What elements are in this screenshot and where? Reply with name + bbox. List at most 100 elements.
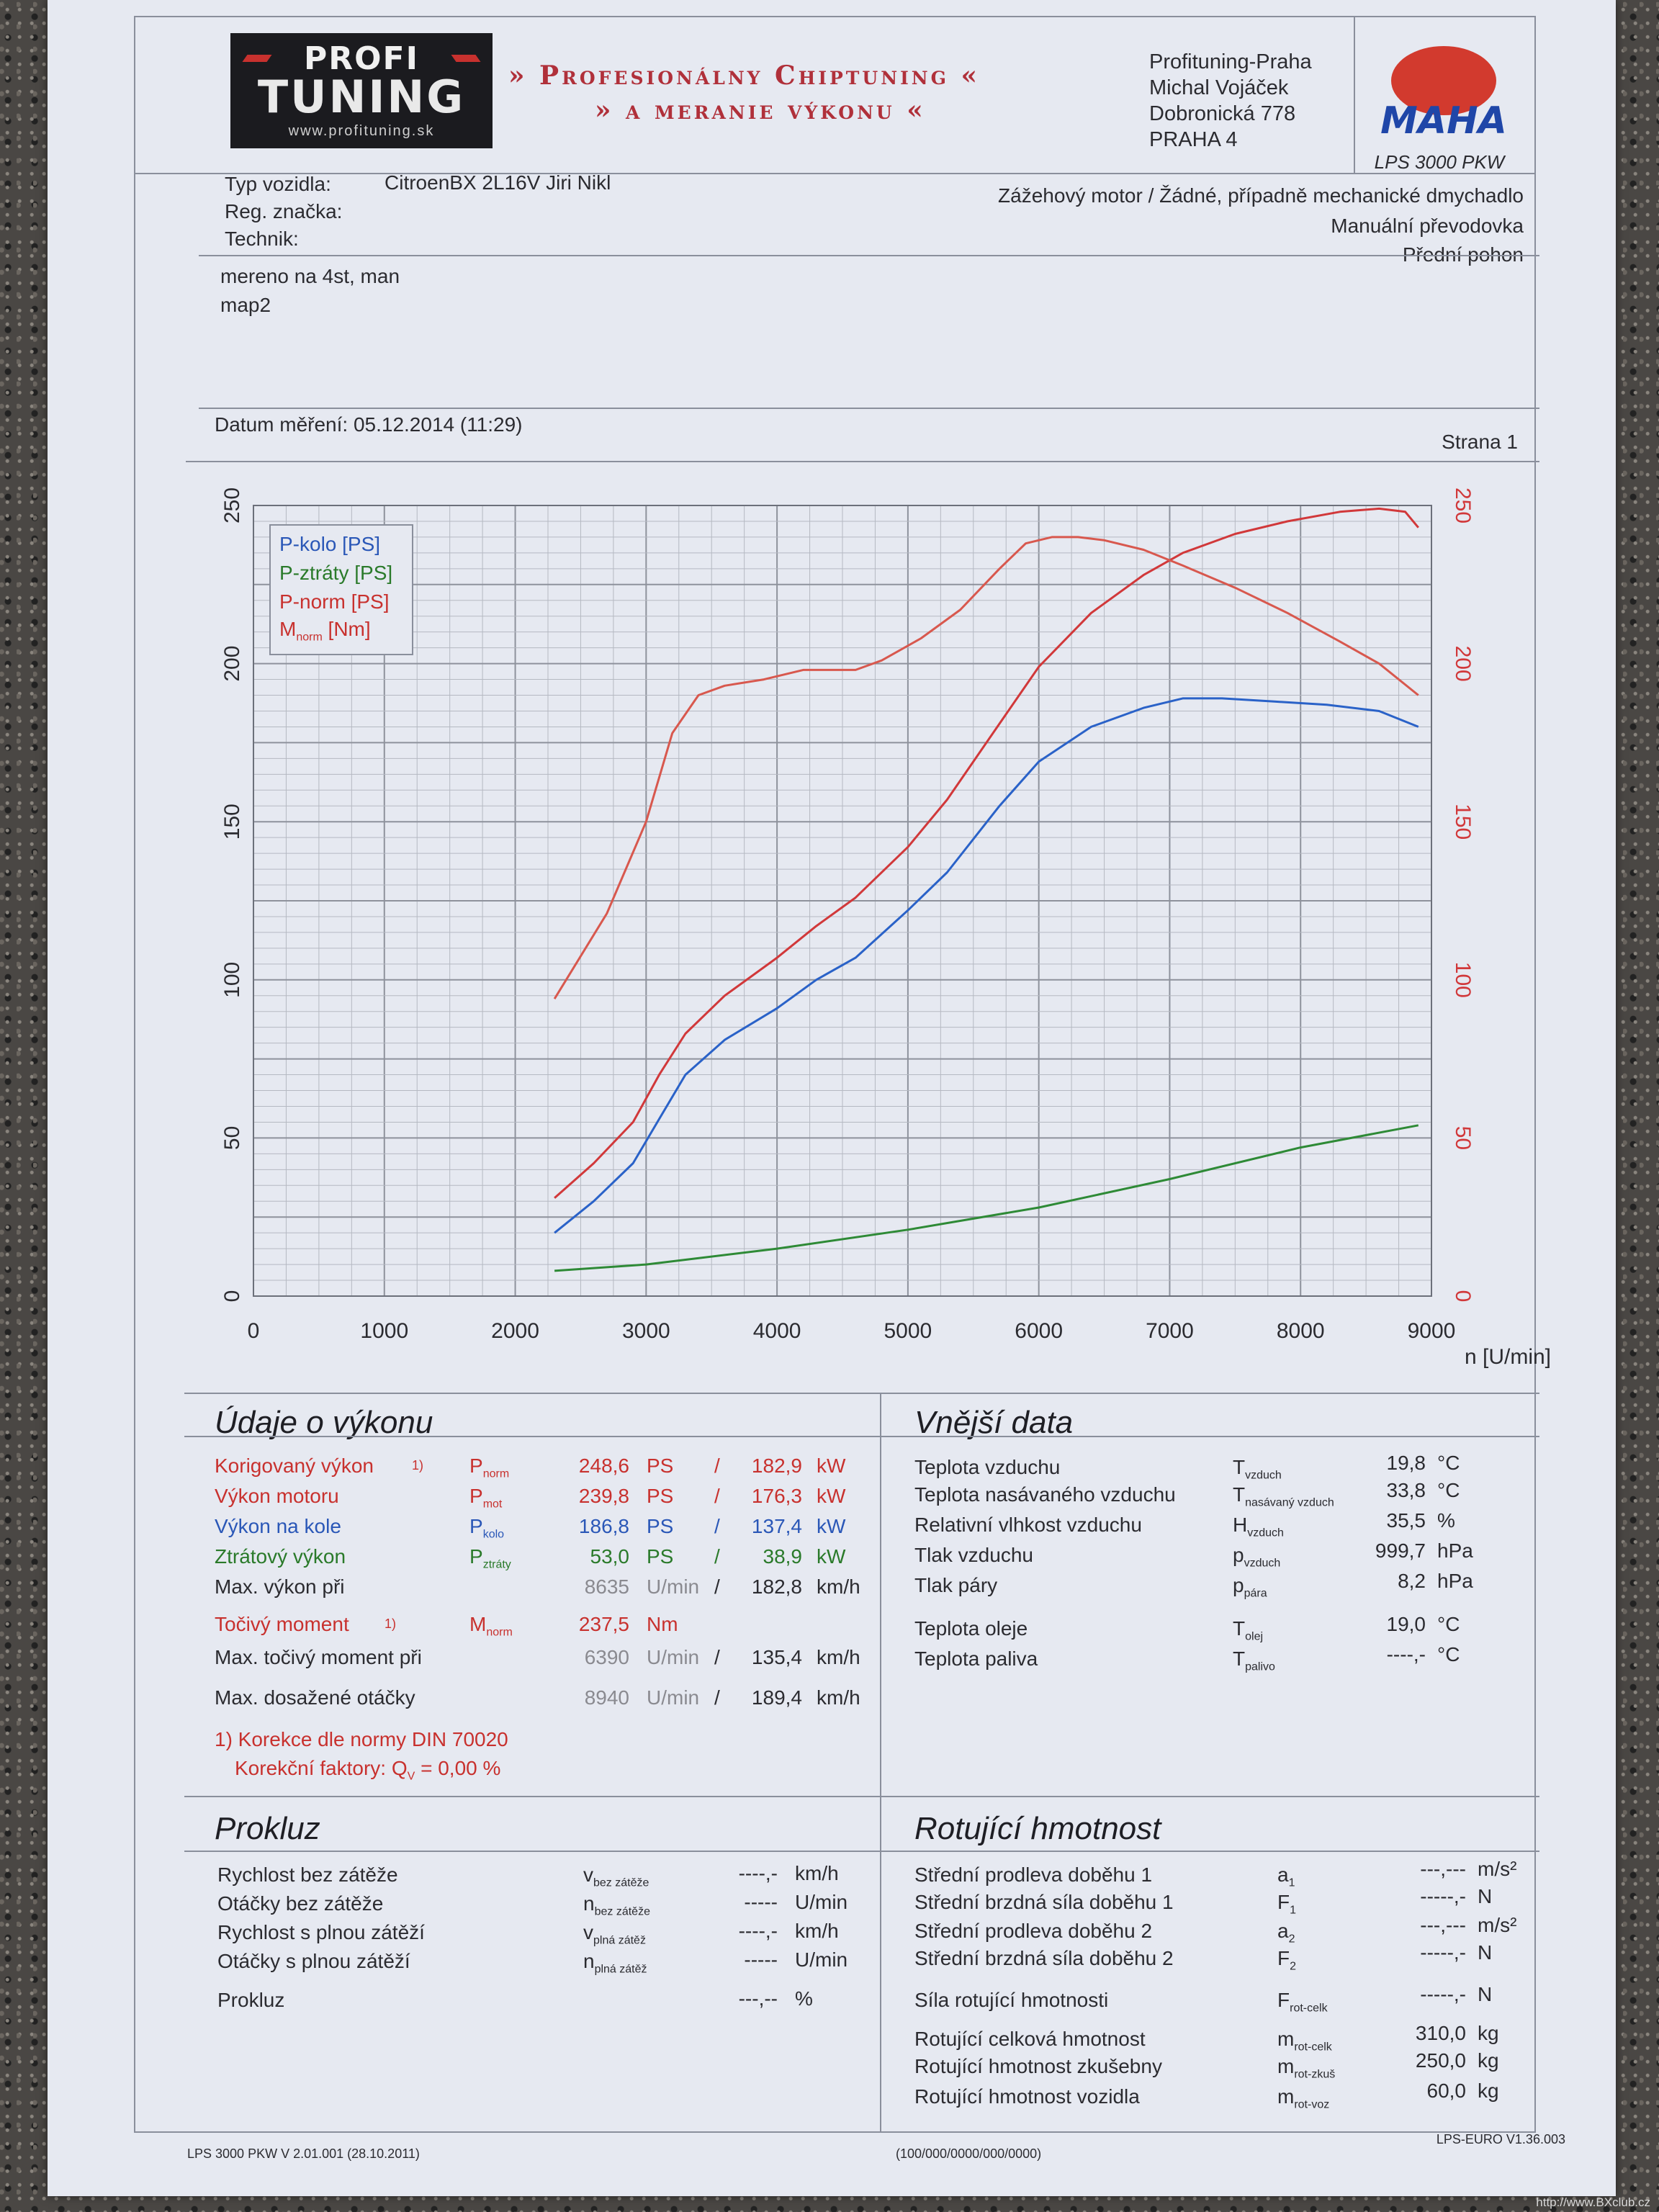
rotating-label: Síla rotující hmotnosti — [914, 1989, 1109, 2011]
external-value: 8,2 — [1398, 1570, 1426, 1592]
perf-value-kw: 182,9 — [751, 1455, 802, 1477]
section-divider — [880, 1393, 881, 1796]
maha-model: LPS 3000 PKW — [1374, 151, 1505, 173]
external-symbol: Tnasávaný vzduch — [1233, 1483, 1334, 1509]
perf-symbol: Pkolo — [469, 1515, 505, 1541]
header-divider — [1354, 16, 1355, 174]
slip-label: Rychlost bez zátěže — [217, 1863, 398, 1886]
y-right-tick-label: 0 — [1451, 1290, 1475, 1303]
slip-unit: U/min — [795, 1891, 848, 1913]
perf-separator: / — [714, 1575, 720, 1598]
external-value: 33,8 — [1386, 1479, 1426, 1501]
rotating-symbol: F2 — [1277, 1947, 1297, 1973]
external-value: 35,5 — [1386, 1509, 1426, 1532]
perf-unit-kw: kW — [817, 1515, 846, 1537]
perf-label: Výkon na kole — [215, 1515, 341, 1537]
banner-line-2: » a meranie výkonu « — [595, 95, 926, 125]
legend-item: P-ztráty [PS] — [279, 562, 393, 584]
y-right-tick-label: 100 — [1451, 962, 1475, 998]
note-line: mereno na 4st, man — [220, 265, 400, 287]
x-tick-label: 7000 — [1146, 1319, 1194, 1343]
y-left-tick-label: 150 — [220, 804, 244, 840]
perf-max-label: Max. točivý moment při — [215, 1646, 422, 1668]
y-right-tick-label: 200 — [1451, 646, 1475, 682]
rotating-label: Střední brzdná síla doběhu 1 — [914, 1891, 1174, 1913]
torque-label: Točivý moment — [215, 1613, 349, 1635]
vehicle-bottom-line — [199, 255, 1539, 256]
rotating-symbol: mrot-zkuš — [1277, 2055, 1336, 2081]
perf-label: Max. výkon při — [215, 1575, 345, 1598]
x-tick-label: 4000 — [753, 1319, 801, 1343]
x-tick-label: 3000 — [622, 1319, 670, 1343]
slip-unit: % — [795, 1987, 813, 2010]
external-label: Teplota oleje — [914, 1617, 1028, 1640]
lower-section-line — [184, 1796, 1539, 1797]
series-line-1 — [554, 1124, 1419, 1272]
perf-value-kw: 176,3 — [751, 1485, 802, 1507]
external-value: 19,8 — [1386, 1452, 1426, 1474]
perf-value-kw: 38,9 — [763, 1545, 803, 1568]
torque-symbol: Mnorm — [469, 1613, 513, 1639]
section-title-rotating: Rotující hmotnost — [914, 1811, 1161, 1846]
perf-unit-ps: PS — [647, 1515, 674, 1537]
perf-value-ps: 248,6 — [578, 1455, 629, 1477]
external-unit: °C — [1437, 1452, 1460, 1474]
external-unit: °C — [1437, 1613, 1460, 1635]
rotating-value: 310,0 — [1415, 2022, 1466, 2044]
perf-unit-kw: kW — [817, 1485, 846, 1507]
rotating-symbol: a2 — [1277, 1920, 1295, 1946]
rotating-unit: N — [1478, 1983, 1493, 2005]
perf-unit-ps: PS — [647, 1455, 674, 1477]
y-right-tick-label: 150 — [1451, 804, 1475, 840]
external-value: ----,- — [1386, 1643, 1426, 1665]
banner-line-1: » Profesionálny Chiptuning « — [508, 60, 980, 91]
rotating-symbol: F1 — [1277, 1891, 1297, 1917]
note-line: map2 — [220, 294, 271, 316]
slip-unit: km/h — [795, 1920, 839, 1942]
company-line: PRAHA 4 — [1149, 128, 1238, 151]
slip-value: ---,-- — [738, 1987, 778, 2010]
logo-url-text: www.profituning.sk — [288, 123, 435, 139]
plot-area-border — [253, 505, 1432, 1297]
perf-value-kw: 182,8 — [751, 1575, 802, 1598]
header-bottom-line — [134, 173, 1536, 174]
footer-software-version: LPS 3000 PKW V 2.01.001 (28.10.2011) — [187, 2146, 420, 2161]
rotating-label: Rotující hmotnost vozidla — [914, 2085, 1140, 2108]
logo-top-text: PROFI — [304, 40, 419, 77]
y-left-tick-label: 100 — [220, 962, 244, 998]
external-label: Teplota vzduchu — [914, 1456, 1061, 1478]
external-unit: hPa — [1437, 1570, 1473, 1592]
section-title-external: Vnější data — [914, 1405, 1074, 1440]
perf-unit-ps: PS — [647, 1545, 674, 1568]
perf-value-ps: 186,8 — [578, 1515, 629, 1537]
torque-unit: Nm — [647, 1613, 678, 1635]
x-tick-label: 9000 — [1408, 1319, 1456, 1343]
rotating-symbol: mrot-celk — [1277, 2028, 1332, 2054]
slip-unit: km/h — [795, 1862, 839, 1884]
slip-symbol: nplná zátěž — [583, 1950, 647, 1976]
legend-item-torque: Mnorm [Nm] — [279, 618, 371, 644]
perf-value-ps: 239,8 — [578, 1485, 629, 1507]
drive-type: Přední pohon — [1402, 243, 1524, 266]
section-title-slip: Prokluz — [215, 1811, 320, 1846]
slip-label: Otáčky s plnou zátěží — [217, 1950, 410, 1972]
rotating-unit: N — [1478, 1941, 1493, 1964]
slip-value: ----,- — [738, 1920, 778, 1942]
notes-bottom-line — [199, 408, 1539, 409]
external-symbol: ppára — [1233, 1574, 1267, 1600]
perf-max-rpm-unit: U/min — [647, 1646, 700, 1668]
legend-item: P-norm [PS] — [279, 590, 390, 613]
perf-unit-kw: kW — [817, 1545, 846, 1568]
perf-separator: / — [714, 1646, 720, 1668]
rotating-label: Střední brzdná síla doběhu 2 — [914, 1947, 1174, 1969]
slip-symbol: nbez zátěže — [583, 1892, 650, 1918]
measurement-date: Datum měření: 05.12.2014 (11:29) — [215, 413, 523, 436]
y-left-tick-label: 250 — [220, 487, 244, 523]
rotating-label: Rotující hmotnost zkušebny — [914, 2055, 1162, 2077]
x-axis-label: n [U/min] — [1465, 1345, 1551, 1369]
rotating-value: -----,- — [1420, 1885, 1466, 1907]
legend-item: P-kolo [PS] — [279, 533, 381, 555]
slip-label: Rychlost s plnou zátěží — [217, 1921, 425, 1943]
rotating-unit: m/s² — [1478, 1858, 1517, 1880]
